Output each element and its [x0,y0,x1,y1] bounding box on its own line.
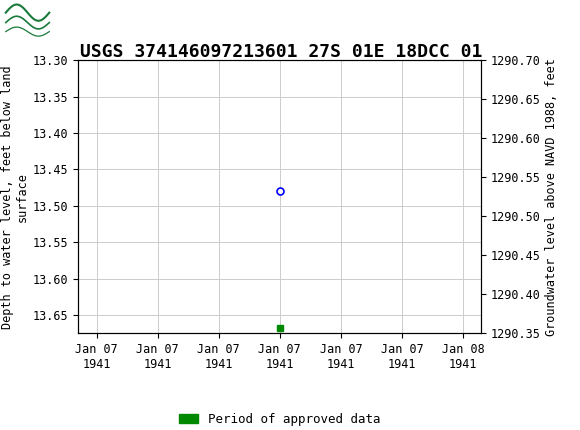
Text: USGS 374146097213601 27S 01E 18DCC 01: USGS 374146097213601 27S 01E 18DCC 01 [80,43,483,61]
Text: USGS: USGS [61,11,133,34]
Legend: Period of approved data: Period of approved data [174,408,386,430]
Bar [3,3,56,42]
Y-axis label: Depth to water level, feet below land
surface: Depth to water level, feet below land su… [1,65,29,329]
Y-axis label: Groundwater level above NAVD 1988, feet: Groundwater level above NAVD 1988, feet [545,58,558,336]
